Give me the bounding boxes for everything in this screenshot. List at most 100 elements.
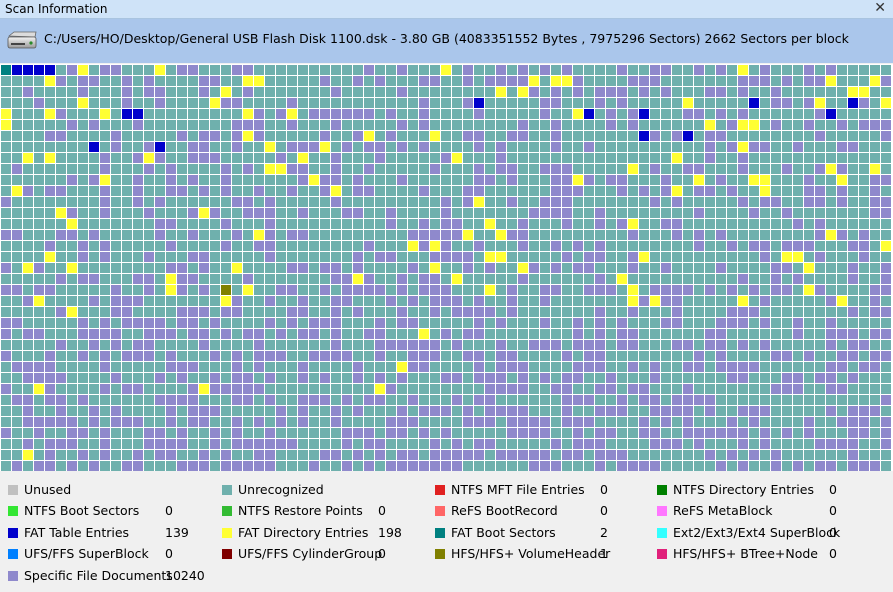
block-cell[interactable]	[694, 351, 704, 361]
block-cell[interactable]	[67, 296, 77, 306]
block-cell[interactable]	[694, 461, 704, 471]
block-cell[interactable]	[606, 395, 616, 405]
block-cell[interactable]	[573, 263, 583, 273]
block-cell[interactable]	[485, 384, 495, 394]
block-cell[interactable]	[672, 120, 682, 130]
block-cell[interactable]	[45, 219, 55, 229]
block-cell[interactable]	[804, 285, 814, 295]
block-cell[interactable]	[518, 252, 528, 262]
block-cell[interactable]	[826, 230, 836, 240]
block-cell[interactable]	[573, 351, 583, 361]
block-cell[interactable]	[639, 439, 649, 449]
block-cell[interactable]	[111, 98, 121, 108]
block-cell[interactable]	[496, 318, 506, 328]
block-cell[interactable]	[496, 142, 506, 152]
block-cell[interactable]	[595, 252, 605, 262]
close-icon[interactable]: ✕	[874, 0, 886, 16]
block-cell[interactable]	[419, 384, 429, 394]
block-cell[interactable]	[89, 241, 99, 251]
block-cell[interactable]	[628, 208, 638, 218]
block-cell[interactable]	[540, 450, 550, 460]
block-cell[interactable]	[199, 109, 209, 119]
block-cell[interactable]	[705, 131, 715, 141]
block-cell[interactable]	[793, 197, 803, 207]
block-cell[interactable]	[89, 285, 99, 295]
block-cell[interactable]	[100, 307, 110, 317]
block-cell[interactable]	[309, 285, 319, 295]
block-cell[interactable]	[694, 197, 704, 207]
block-cell[interactable]	[826, 307, 836, 317]
block-cell[interactable]	[243, 395, 253, 405]
block-cell[interactable]	[529, 274, 539, 284]
block-cell[interactable]	[474, 439, 484, 449]
block-cell[interactable]	[716, 76, 726, 86]
block-cell[interactable]	[111, 307, 121, 317]
block-cell[interactable]	[518, 450, 528, 460]
block-cell[interactable]	[122, 439, 132, 449]
block-cell[interactable]	[551, 142, 561, 152]
block-cell[interactable]	[859, 461, 869, 471]
block-cell[interactable]	[254, 131, 264, 141]
block-cell[interactable]	[298, 296, 308, 306]
block-cell[interactable]	[485, 109, 495, 119]
block-cell[interactable]	[232, 329, 242, 339]
block-cell[interactable]	[12, 285, 22, 295]
block-cell[interactable]	[617, 428, 627, 438]
block-cell[interactable]	[705, 175, 715, 185]
block-cell[interactable]	[430, 307, 440, 317]
block-cell[interactable]	[331, 439, 341, 449]
block-cell[interactable]	[111, 87, 121, 97]
block-cell[interactable]	[562, 164, 572, 174]
block-cell[interactable]	[364, 340, 374, 350]
block-cell[interactable]	[749, 186, 759, 196]
block-cell[interactable]	[837, 285, 847, 295]
block-cell[interactable]	[232, 395, 242, 405]
block-cell[interactable]	[716, 87, 726, 97]
block-cell[interactable]	[122, 285, 132, 295]
block-cell[interactable]	[694, 384, 704, 394]
block-cell[interactable]	[23, 307, 33, 317]
block-cell[interactable]	[804, 406, 814, 416]
block-cell[interactable]	[518, 219, 528, 229]
block-cell[interactable]	[694, 153, 704, 163]
block-cell[interactable]	[298, 307, 308, 317]
block-cell[interactable]	[496, 98, 506, 108]
block-cell[interactable]	[859, 219, 869, 229]
block-cell[interactable]	[45, 351, 55, 361]
block-cell[interactable]	[276, 186, 286, 196]
block-cell[interactable]	[760, 461, 770, 471]
block-cell[interactable]	[166, 208, 176, 218]
block-cell[interactable]	[430, 142, 440, 152]
block-cell[interactable]	[705, 120, 715, 130]
block-cell[interactable]	[353, 76, 363, 86]
block-cell[interactable]	[738, 175, 748, 185]
block-cell[interactable]	[419, 219, 429, 229]
block-cell[interactable]	[89, 428, 99, 438]
block-cell[interactable]	[738, 274, 748, 284]
block-cell[interactable]	[45, 307, 55, 317]
block-cell[interactable]	[1, 340, 11, 350]
block-cell[interactable]	[89, 274, 99, 284]
block-cell[interactable]	[683, 186, 693, 196]
block-cell[interactable]	[265, 65, 275, 75]
block-cell[interactable]	[265, 98, 275, 108]
block-cell[interactable]	[298, 318, 308, 328]
block-cell[interactable]	[408, 329, 418, 339]
block-cell[interactable]	[529, 197, 539, 207]
block-cell[interactable]	[320, 263, 330, 273]
block-cell[interactable]	[232, 351, 242, 361]
block-cell[interactable]	[584, 197, 594, 207]
block-cell[interactable]	[793, 109, 803, 119]
block-cell[interactable]	[562, 230, 572, 240]
block-cell[interactable]	[815, 241, 825, 251]
block-cell[interactable]	[155, 252, 165, 262]
block-cell[interactable]	[353, 219, 363, 229]
block-cell[interactable]	[364, 450, 374, 460]
block-cell[interactable]	[595, 241, 605, 251]
block-cell[interactable]	[815, 142, 825, 152]
block-cell[interactable]	[496, 219, 506, 229]
block-cell[interactable]	[474, 450, 484, 460]
block-cell[interactable]	[430, 351, 440, 361]
block-cell[interactable]	[133, 142, 143, 152]
block-cell[interactable]	[430, 428, 440, 438]
